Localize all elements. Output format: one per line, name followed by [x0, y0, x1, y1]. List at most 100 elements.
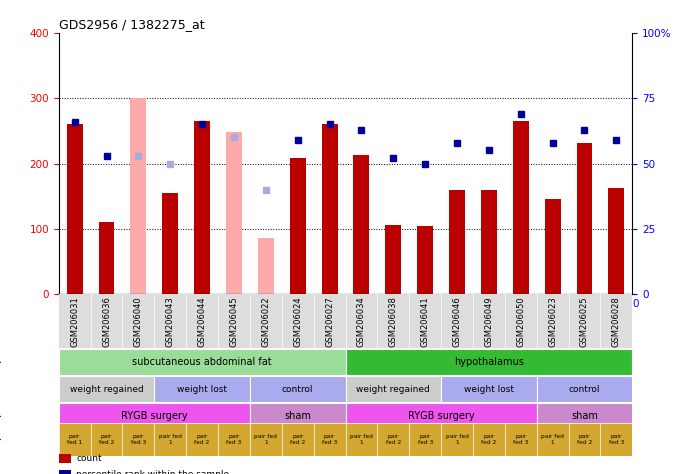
Text: GSM206050: GSM206050	[516, 297, 525, 347]
Text: pair
fed 3: pair fed 3	[417, 434, 433, 445]
Text: GSM206031: GSM206031	[70, 297, 79, 347]
Bar	[576, 143, 592, 294]
Bar	[99, 222, 115, 294]
Bar	[218, 423, 250, 456]
Text: pair
fed 2: pair fed 2	[577, 434, 592, 445]
Text: pair
fed 3: pair fed 3	[227, 434, 242, 445]
Bar	[59, 376, 154, 402]
Bar	[194, 121, 210, 294]
Bar	[258, 238, 274, 294]
Text: hypothalamus: hypothalamus	[454, 357, 524, 367]
Bar	[346, 423, 377, 456]
Bar	[59, 403, 250, 429]
Bar	[346, 349, 632, 375]
Bar	[386, 226, 401, 294]
Text: 0: 0	[632, 299, 638, 309]
Bar	[250, 403, 346, 429]
Text: pair
fed 3: pair fed 3	[131, 434, 146, 445]
Bar	[537, 423, 569, 456]
Bar	[226, 132, 242, 294]
Text: sham: sham	[284, 411, 311, 421]
Bar	[513, 121, 529, 294]
Bar	[481, 190, 497, 294]
Text: RYGB surgery: RYGB surgery	[121, 411, 188, 421]
Text: GSM206028: GSM206028	[612, 297, 621, 347]
Bar	[290, 158, 305, 294]
Bar	[409, 423, 441, 456]
Bar	[59, 423, 91, 456]
Text: GSM206025: GSM206025	[580, 297, 589, 347]
Bar	[441, 423, 473, 456]
Bar	[250, 376, 346, 402]
Text: GSM206036: GSM206036	[102, 297, 111, 347]
Text: GDS2956 / 1382275_at: GDS2956 / 1382275_at	[59, 18, 205, 31]
Bar	[122, 423, 154, 456]
Bar	[537, 376, 632, 402]
Text: GSM206046: GSM206046	[453, 297, 462, 347]
Text: GSM206027: GSM206027	[325, 297, 334, 347]
Text: GSM206024: GSM206024	[293, 297, 302, 347]
Text: sham: sham	[571, 411, 598, 421]
Text: weight lost: weight lost	[177, 385, 227, 394]
Bar	[354, 155, 370, 294]
Bar	[569, 423, 600, 456]
Bar	[545, 200, 560, 294]
Text: GSM206038: GSM206038	[389, 297, 398, 347]
Text: pair
fed 1: pair fed 1	[67, 434, 82, 445]
Bar	[346, 376, 441, 402]
Text: RYGB surgery: RYGB surgery	[408, 411, 475, 421]
Bar	[505, 423, 537, 456]
Text: control: control	[569, 385, 600, 394]
Bar	[441, 376, 537, 402]
Text: pair
fed 3: pair fed 3	[322, 434, 337, 445]
Text: pair
fed 2: pair fed 2	[481, 434, 497, 445]
Bar	[282, 423, 314, 456]
Text: GSM206049: GSM206049	[484, 297, 493, 347]
Bar	[154, 423, 186, 456]
Bar	[600, 423, 632, 456]
Bar	[67, 124, 83, 294]
Bar	[321, 124, 337, 294]
Bar	[473, 423, 505, 456]
Text: count: count	[76, 454, 102, 463]
Bar	[608, 188, 624, 294]
Text: pair
fed 3: pair fed 3	[609, 434, 624, 445]
Bar	[154, 376, 250, 402]
Bar	[417, 226, 433, 294]
Text: pair
fed 2: pair fed 2	[386, 434, 401, 445]
Text: pair
fed 3: pair fed 3	[513, 434, 529, 445]
Text: GSM206044: GSM206044	[198, 297, 207, 347]
Text: GSM206022: GSM206022	[261, 297, 270, 347]
Text: GSM206034: GSM206034	[357, 297, 366, 347]
Text: pair fed
1: pair fed 1	[254, 434, 277, 445]
Text: weight regained: weight regained	[70, 385, 144, 394]
Text: control: control	[282, 385, 314, 394]
Bar	[314, 423, 346, 456]
Text: GSM206045: GSM206045	[229, 297, 238, 347]
Bar	[131, 98, 146, 294]
Text: pair fed
1: pair fed 1	[159, 434, 182, 445]
Text: GSM206023: GSM206023	[548, 297, 557, 347]
Text: GSM206041: GSM206041	[421, 297, 430, 347]
Text: pair
fed 2: pair fed 2	[194, 434, 210, 445]
Bar	[346, 403, 537, 429]
Text: pair fed
1: pair fed 1	[446, 434, 468, 445]
Bar	[186, 423, 218, 456]
Bar	[537, 403, 632, 429]
Bar	[91, 423, 122, 456]
Bar	[449, 190, 465, 294]
Text: pair fed
1: pair fed 1	[350, 434, 373, 445]
Text: pair
fed 2: pair fed 2	[290, 434, 305, 445]
Bar	[377, 423, 409, 456]
Bar	[162, 193, 178, 294]
Text: weight regained: weight regained	[357, 385, 430, 394]
Text: GSM206043: GSM206043	[166, 297, 175, 347]
Bar	[59, 349, 346, 375]
Text: subcutaneous abdominal fat: subcutaneous abdominal fat	[132, 357, 272, 367]
Text: pair
fed 2: pair fed 2	[99, 434, 114, 445]
Text: GSM206040: GSM206040	[134, 297, 143, 347]
Text: weight lost: weight lost	[464, 385, 514, 394]
Text: pair fed
1: pair fed 1	[541, 434, 564, 445]
Text: percentile rank within the sample: percentile rank within the sample	[76, 470, 229, 474]
Bar	[250, 423, 282, 456]
